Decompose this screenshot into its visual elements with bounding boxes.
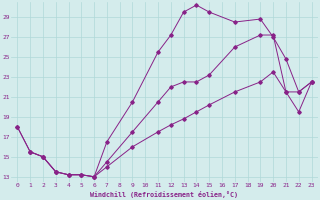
X-axis label: Windchill (Refroidissement éolien,°C): Windchill (Refroidissement éolien,°C) bbox=[91, 191, 238, 198]
